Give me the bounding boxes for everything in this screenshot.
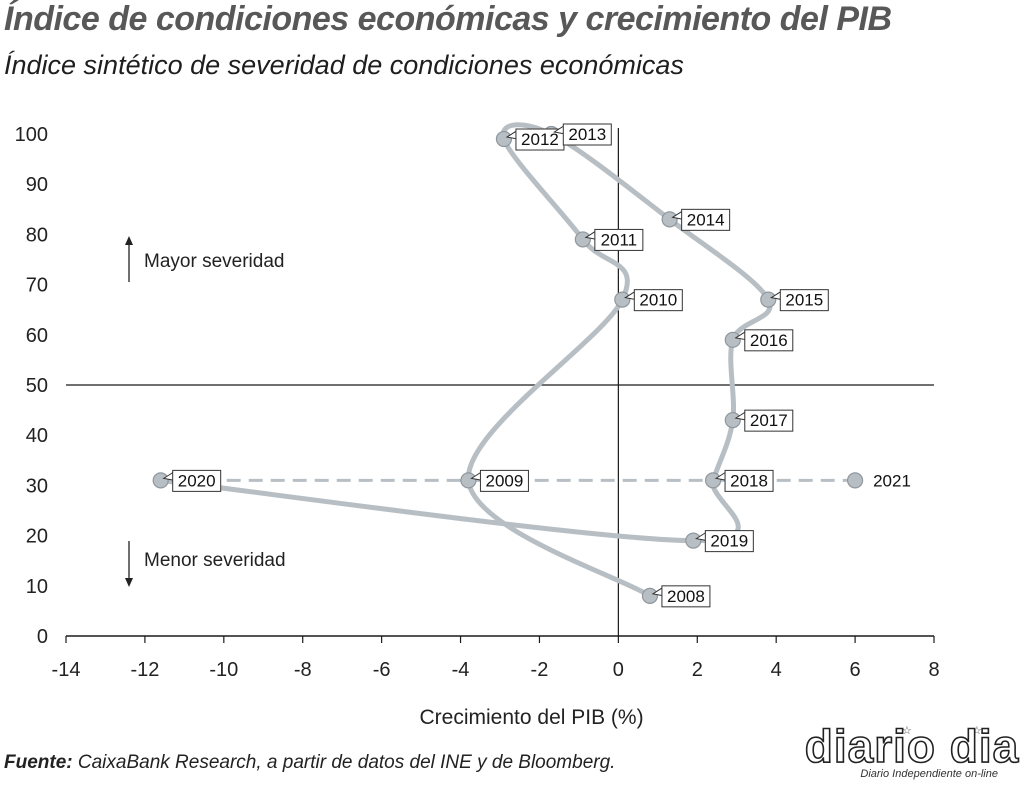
- source-note: Fuente: CaixaBank Research, a partir de …: [4, 752, 615, 774]
- annotation-menor-severidad: Menor severidad: [144, 550, 286, 571]
- data-point-2017: [724, 412, 741, 429]
- point-label-2019: 2019: [710, 532, 748, 551]
- x-axis-label: Crecimiento del PIB (%): [420, 706, 644, 729]
- data-point-2016: [724, 331, 741, 348]
- y-tick-label: 30: [26, 475, 48, 497]
- data-point-2010: [614, 291, 631, 308]
- x-tick-label: -8: [294, 659, 312, 681]
- point-label-box: [562, 123, 612, 146]
- source-text: CaixaBank Research, a partir de datos de…: [72, 752, 616, 773]
- x-tick-label: -6: [373, 659, 391, 681]
- y-tick-label: 70: [26, 275, 48, 297]
- x-tick-label: -14: [52, 659, 81, 681]
- data-point-2011: [574, 231, 591, 248]
- annotations: Mayor severidad Menor severidad: [125, 236, 286, 587]
- y-tick-label: 100: [15, 124, 48, 146]
- x-tick-label: 2: [692, 659, 703, 681]
- y-tick-label: 20: [26, 526, 48, 548]
- point-label-2012: 2012: [521, 130, 559, 149]
- y-tick-label: 0: [37, 626, 48, 648]
- x-tick-label: -12: [130, 659, 159, 681]
- point-label-box: [479, 469, 529, 492]
- point-label-2016: 2016: [750, 331, 788, 350]
- point-label-box: [779, 289, 829, 312]
- data-point-2018: [704, 472, 722, 489]
- point-label-box: [704, 530, 754, 553]
- point-label-box: [661, 585, 711, 608]
- data-point-2014: [661, 211, 678, 228]
- logo: ☆ ☆ diario dia Diario Independiente on-l…: [800, 720, 1024, 782]
- point-label-2021: 2021: [873, 471, 911, 490]
- y-tick-label: 10: [26, 576, 48, 598]
- point-label-box: [172, 469, 222, 492]
- source-label: Fuente:: [4, 752, 73, 773]
- x-tick-label: 6: [850, 659, 861, 681]
- point-label-2009: 2009: [486, 471, 524, 490]
- point-label-2015: 2015: [785, 291, 823, 310]
- tick-labels: -14 -12 -10 -8 -6 -4 -2 0 2 4 6 8010203040506070809…: [15, 124, 940, 729]
- annotation-mayor-severidad: Mayor severidad: [144, 251, 284, 272]
- logo-tagline: Diario Independiente on-line: [860, 768, 998, 780]
- point-label-2014: 2014: [687, 210, 725, 229]
- series: [158, 122, 856, 599]
- chart-title: Índice de condiciones económicas y creci…: [4, 0, 892, 38]
- y-tick-label: 90: [26, 174, 48, 196]
- data-point-2012: [495, 130, 513, 148]
- point-label-2020: 2020: [178, 471, 216, 490]
- chart-subtitle: Índice sintético de severidad de condici…: [4, 50, 684, 80]
- data-point-2021: [846, 472, 864, 489]
- x-tick-label: -10: [209, 659, 238, 681]
- point-label-box: [744, 409, 794, 432]
- data-point-2019: [685, 532, 702, 549]
- arrow-down-head-icon: [125, 578, 133, 587]
- point-label-box: [633, 289, 683, 312]
- data-point-2020: [152, 472, 169, 489]
- x-tick-label: -4: [452, 659, 470, 681]
- x-tick-label: 0: [613, 659, 624, 681]
- star-icon: ☆: [972, 725, 982, 737]
- point-label-2011: 2011: [601, 230, 638, 249]
- data-point-2015: [760, 291, 777, 308]
- data-points: [152, 125, 864, 604]
- point-label-box: [744, 329, 794, 352]
- point-labels: 2008 2009 2010 2011 2012 2013 2014 2015 2016 2017…: [162, 123, 911, 608]
- y-tick-label: 80: [26, 224, 48, 246]
- y-tick-label: 50: [26, 375, 48, 397]
- y-tick-label: 40: [26, 425, 48, 447]
- logo-name: diario dia: [804, 720, 1020, 772]
- y-tick-label: 60: [26, 325, 48, 347]
- star-icon: ☆: [902, 725, 912, 737]
- point-label-box: [594, 228, 644, 251]
- x-tick-label: 8: [928, 659, 939, 681]
- point-label-box: [681, 208, 731, 231]
- point-label-2017: 2017: [750, 411, 788, 430]
- point-label-2013: 2013: [568, 125, 606, 144]
- chart: -14 -12 -10 -8 -6 -4 -2 0 2 4 6 8010203040506070809…: [15, 122, 940, 729]
- axes: [65, 128, 935, 643]
- data-point-2008: [641, 587, 659, 604]
- arrow-up-head-icon: [125, 236, 133, 245]
- point-label-box: [724, 469, 774, 492]
- data-point-2009: [460, 472, 477, 489]
- series-line: [158, 122, 773, 599]
- point-label-2018: 2018: [730, 471, 768, 490]
- point-label-2010: 2010: [639, 291, 677, 310]
- x-tick-label: -2: [531, 659, 549, 681]
- x-tick-label: 4: [771, 659, 782, 681]
- point-label-2008: 2008: [667, 587, 705, 606]
